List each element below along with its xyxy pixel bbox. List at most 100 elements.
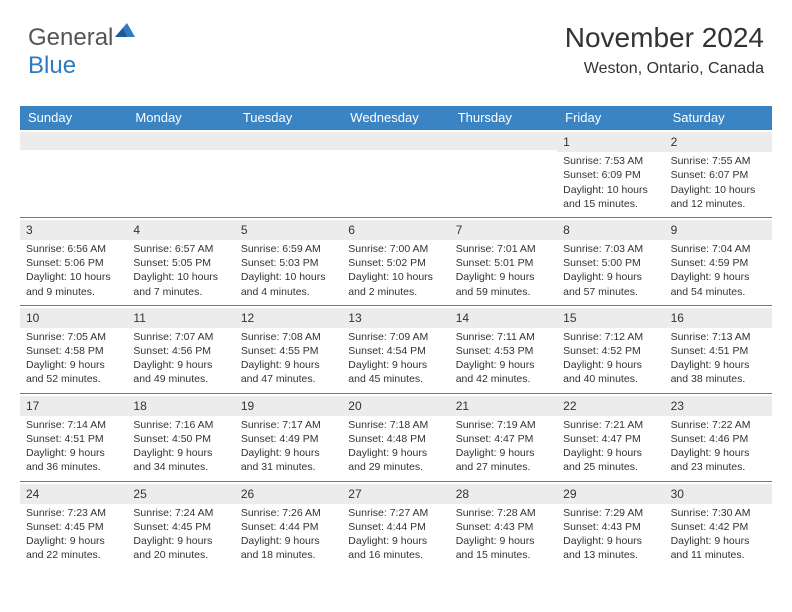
dow-tuesday: Tuesday	[235, 106, 342, 129]
daylight-text: Daylight: 9 hours and 15 minutes.	[456, 534, 551, 562]
calendar-cell: 3Sunrise: 6:56 AMSunset: 5:06 PMDaylight…	[20, 217, 127, 305]
day-number: 30	[665, 484, 772, 504]
daylight-text: Daylight: 9 hours and 23 minutes.	[671, 446, 766, 474]
daylight-text: Daylight: 9 hours and 34 minutes.	[133, 446, 228, 474]
sunrise-text: Sunrise: 7:04 AM	[671, 242, 766, 256]
sunset-text: Sunset: 5:01 PM	[456, 256, 551, 270]
calendar-cell: 4Sunrise: 6:57 AMSunset: 5:05 PMDaylight…	[127, 217, 234, 305]
calendar-cell: 22 Sunrise: 7:21 AMSunset: 4:47 PMDayligh…	[557, 393, 664, 481]
daylight-text: Daylight: 9 hours and 42 minutes.	[456, 358, 551, 386]
sunset-text: Sunset: 6:07 PM	[671, 168, 766, 182]
daylight-text: Daylight: 10 hours and 7 minutes.	[133, 270, 228, 298]
sunrise-text: Sunrise: 7:24 AM	[133, 506, 228, 520]
sunset-text: Sunset: 4:47 PM	[456, 432, 551, 446]
sunset-text: Sunset: 5:05 PM	[133, 256, 228, 270]
sunrise-text: Sunrise: 7:09 AM	[348, 330, 443, 344]
calendar-cell	[20, 129, 127, 217]
sunset-text: Sunset: 4:43 PM	[456, 520, 551, 534]
calendar-cell	[342, 129, 449, 217]
sunset-text: Sunset: 4:52 PM	[563, 344, 658, 358]
day-number: 10	[20, 308, 127, 328]
calendar-cell: 12Sunrise: 7:08 AMSunset: 4:55 PMDayligh…	[235, 305, 342, 393]
day-number: 8	[557, 220, 664, 240]
daylight-text: Daylight: 10 hours and 9 minutes.	[26, 270, 121, 298]
sunset-text: Sunset: 4:51 PM	[26, 432, 121, 446]
sunrise-text: Sunrise: 7:16 AM	[133, 418, 228, 432]
daylight-text: Daylight: 9 hours and 22 minutes.	[26, 534, 121, 562]
day-number: 16	[665, 308, 772, 328]
sunset-text: Sunset: 4:44 PM	[241, 520, 336, 534]
calendar-cell: 2Sunrise: 7:55 AMSunset: 6:07 PMDaylight…	[665, 129, 772, 217]
day-number: 14	[450, 308, 557, 328]
daylight-text: Daylight: 9 hours and 16 minutes.	[348, 534, 443, 562]
brand-logo: General Blue	[28, 24, 135, 80]
sunset-text: Sunset: 4:54 PM	[348, 344, 443, 358]
day-number: 2	[665, 132, 772, 152]
calendar-cell: 21Sunrise: 7:19 AMSunset: 4:47 PMDayligh…	[450, 393, 557, 481]
daylight-text: Daylight: 9 hours and 25 minutes.	[563, 446, 658, 474]
calendar-cell: 23Sunrise: 7:22 AMSunset: 4:46 PMDayligh…	[665, 393, 772, 481]
daylight-text: Daylight: 9 hours and 54 minutes.	[671, 270, 766, 298]
sunrise-text: Sunrise: 7:55 AM	[671, 154, 766, 168]
sunrise-text: Sunrise: 7:01 AM	[456, 242, 551, 256]
sunrise-text: Sunrise: 7:29 AM	[563, 506, 658, 520]
day-number: 22	[557, 396, 664, 416]
dow-friday: Friday	[557, 106, 664, 129]
calendar-cell: 18Sunrise: 7:16 AMSunset: 4:50 PMDayligh…	[127, 393, 234, 481]
sunrise-text: Sunrise: 7:28 AM	[456, 506, 551, 520]
sunset-text: Sunset: 4:56 PM	[133, 344, 228, 358]
daylight-text: Daylight: 9 hours and 18 minutes.	[241, 534, 336, 562]
day-number: 11	[127, 308, 234, 328]
daylight-text: Daylight: 9 hours and 27 minutes.	[456, 446, 551, 474]
calendar-cell: 8Sunrise: 7:03 AMSunset: 5:00 PMDaylight…	[557, 217, 664, 305]
sunrise-text: Sunrise: 7:07 AM	[133, 330, 228, 344]
calendar-grid: 1Sunrise: 7:53 AMSunset: 6:09 PMDaylight…	[20, 129, 772, 568]
calendar-cell: 10Sunrise: 7:05 AMSunset: 4:58 PMDayligh…	[20, 305, 127, 393]
day-number: 12	[235, 308, 342, 328]
sunset-text: Sunset: 6:09 PM	[563, 168, 658, 182]
daylight-text: Daylight: 9 hours and 59 minutes.	[456, 270, 551, 298]
day-number	[342, 132, 449, 150]
calendar-cell: 26 Sunrise: 7:26 AMSunset: 4:44 PMDayligh…	[235, 481, 342, 569]
sunrise-text: Sunrise: 7:18 AM	[348, 418, 443, 432]
daylight-text: Daylight: 10 hours and 2 minutes.	[348, 270, 443, 298]
calendar-cell: 14Sunrise: 7:11 AMSunset: 4:53 PMDayligh…	[450, 305, 557, 393]
sunrise-text: Sunrise: 7:26 AM	[241, 506, 336, 520]
daylight-text: Daylight: 9 hours and 31 minutes.	[241, 446, 336, 474]
day-number: 26	[235, 484, 342, 504]
day-number	[127, 132, 234, 150]
dow-saturday: Saturday	[665, 106, 772, 129]
calendar-cell	[450, 129, 557, 217]
daylight-text: Daylight: 9 hours and 20 minutes.	[133, 534, 228, 562]
sunset-text: Sunset: 4:46 PM	[671, 432, 766, 446]
day-number: 6	[342, 220, 449, 240]
sunset-text: Sunset: 4:45 PM	[26, 520, 121, 534]
sunset-text: Sunset: 4:47 PM	[563, 432, 658, 446]
daylight-text: Daylight: 9 hours and 57 minutes.	[563, 270, 658, 298]
header-right: November 2024 Weston, Ontario, Canada	[565, 22, 764, 78]
day-number: 19	[235, 396, 342, 416]
day-number: 20	[342, 396, 449, 416]
sunrise-text: Sunrise: 7:23 AM	[26, 506, 121, 520]
day-number: 13	[342, 308, 449, 328]
daylight-text: Daylight: 9 hours and 47 minutes.	[241, 358, 336, 386]
sunset-text: Sunset: 4:44 PM	[348, 520, 443, 534]
calendar-cell: 20Sunrise: 7:18 AMSunset: 4:48 PMDayligh…	[342, 393, 449, 481]
day-number	[450, 132, 557, 150]
calendar-cell: 16Sunrise: 7:13 AMSunset: 4:51 PMDayligh…	[665, 305, 772, 393]
daylight-text: Daylight: 9 hours and 13 minutes.	[563, 534, 658, 562]
brand-triangle-icon	[115, 16, 135, 44]
day-number: 27	[342, 484, 449, 504]
daylight-text: Daylight: 9 hours and 52 minutes.	[26, 358, 121, 386]
daylight-text: Daylight: 9 hours and 40 minutes.	[563, 358, 658, 386]
calendar-cell	[235, 129, 342, 217]
sunrise-text: Sunrise: 7:21 AM	[563, 418, 658, 432]
sunrise-text: Sunrise: 7:11 AM	[456, 330, 551, 344]
sunset-text: Sunset: 4:58 PM	[26, 344, 121, 358]
calendar: Sunday Monday Tuesday Wednesday Thursday…	[20, 106, 772, 568]
sunrise-text: Sunrise: 7:08 AM	[241, 330, 336, 344]
sunset-text: Sunset: 4:48 PM	[348, 432, 443, 446]
sunrise-text: Sunrise: 7:19 AM	[456, 418, 551, 432]
sunset-text: Sunset: 4:43 PM	[563, 520, 658, 534]
sunset-text: Sunset: 5:00 PM	[563, 256, 658, 270]
